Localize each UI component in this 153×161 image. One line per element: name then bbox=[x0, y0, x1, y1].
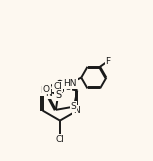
Text: O: O bbox=[43, 85, 50, 94]
Text: O: O bbox=[65, 83, 71, 92]
Text: N: N bbox=[73, 106, 80, 115]
Text: Cl: Cl bbox=[56, 135, 64, 144]
Text: N: N bbox=[45, 89, 52, 98]
Text: F: F bbox=[105, 57, 110, 66]
Text: S: S bbox=[55, 90, 61, 100]
Text: Cl: Cl bbox=[53, 82, 62, 91]
Text: S: S bbox=[70, 102, 76, 111]
Text: HN: HN bbox=[63, 79, 77, 88]
Text: N: N bbox=[40, 86, 47, 95]
